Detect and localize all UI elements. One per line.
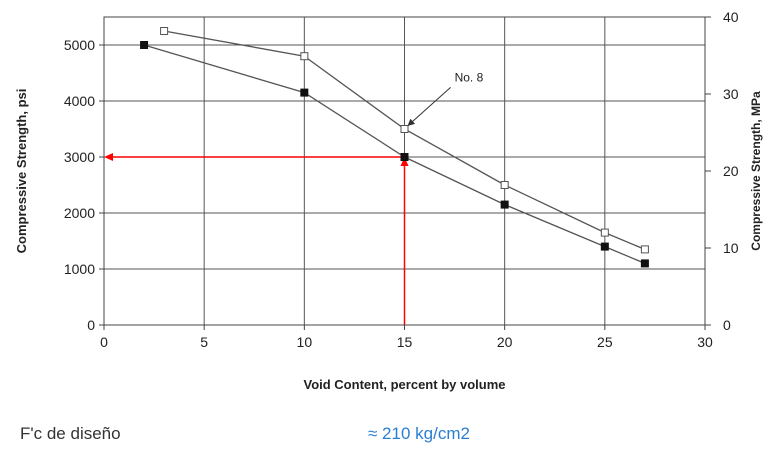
y2-tick-label: 0: [723, 317, 731, 333]
y2-tick-label: 30: [723, 86, 739, 102]
y-tick-label: 4000: [64, 93, 95, 109]
series-1-point: [160, 27, 169, 35]
series-1-point: [600, 228, 609, 237]
compressive-strength-chart: 0 5 10 15 20 25 30 0 1000 2000 3000 4000 5000 0 10 20 30…: [14, 9, 763, 392]
series-1-point: [640, 245, 649, 254]
y-tick-label: 0: [87, 317, 95, 333]
x-axis-label: Void Content, percent by volume: [303, 377, 505, 392]
series-group: [140, 27, 649, 268]
y2-tick-label: 40: [723, 9, 739, 25]
x-tick-label: 10: [297, 334, 313, 350]
series-1-point: [300, 52, 309, 61]
y-axis-label: Compressive Strength, psi: [14, 89, 29, 254]
series-1-point: [500, 181, 509, 189]
x-tick-label: 15: [397, 334, 413, 350]
y2-tick-label: 10: [723, 240, 739, 256]
reference-lines: [104, 153, 409, 325]
tick-labels: 0 5 10 15 20 25 30 0 1000 2000 3000 4000 5000 0 10 20 30…: [64, 9, 739, 350]
x-tick-label: 20: [497, 334, 513, 350]
annotation-label: No. 8: [455, 70, 484, 84]
annotation-arrowhead: [407, 118, 416, 126]
series-2-point: [400, 153, 409, 161]
y-tick-label: 2000: [64, 205, 95, 221]
series-2-point: [600, 242, 609, 251]
series-2-point: [500, 200, 509, 209]
x-tick-label: 5: [200, 334, 208, 350]
y-tick-label: 3000: [64, 149, 95, 165]
x-tick-label: 0: [100, 334, 108, 350]
design-strength-label: F'c de diseño: [20, 424, 121, 443]
annotations: No. 8: [407, 70, 484, 127]
reference-arrowhead-up: [400, 157, 409, 166]
y2-tick-label: 20: [723, 163, 739, 179]
y2-axis-label: Compressive Strength, MPa: [749, 91, 763, 251]
series-line-2: [143, 44, 646, 264]
series-line-1: [163, 30, 646, 250]
annotation-arrow-line: [407, 87, 451, 127]
y-tick-label: 5000: [64, 37, 95, 53]
series-2-point: [140, 41, 149, 49]
y-tick-label: 1000: [64, 261, 95, 277]
reference-arrowhead: [104, 153, 113, 161]
series-2-point: [640, 259, 649, 268]
series-2-point: [300, 88, 309, 97]
design-strength-value: ≈ 210 kg/cm2: [368, 424, 470, 443]
x-tick-label: 30: [697, 334, 713, 350]
series-1-point: [400, 125, 409, 133]
x-tick-label: 25: [597, 334, 613, 350]
